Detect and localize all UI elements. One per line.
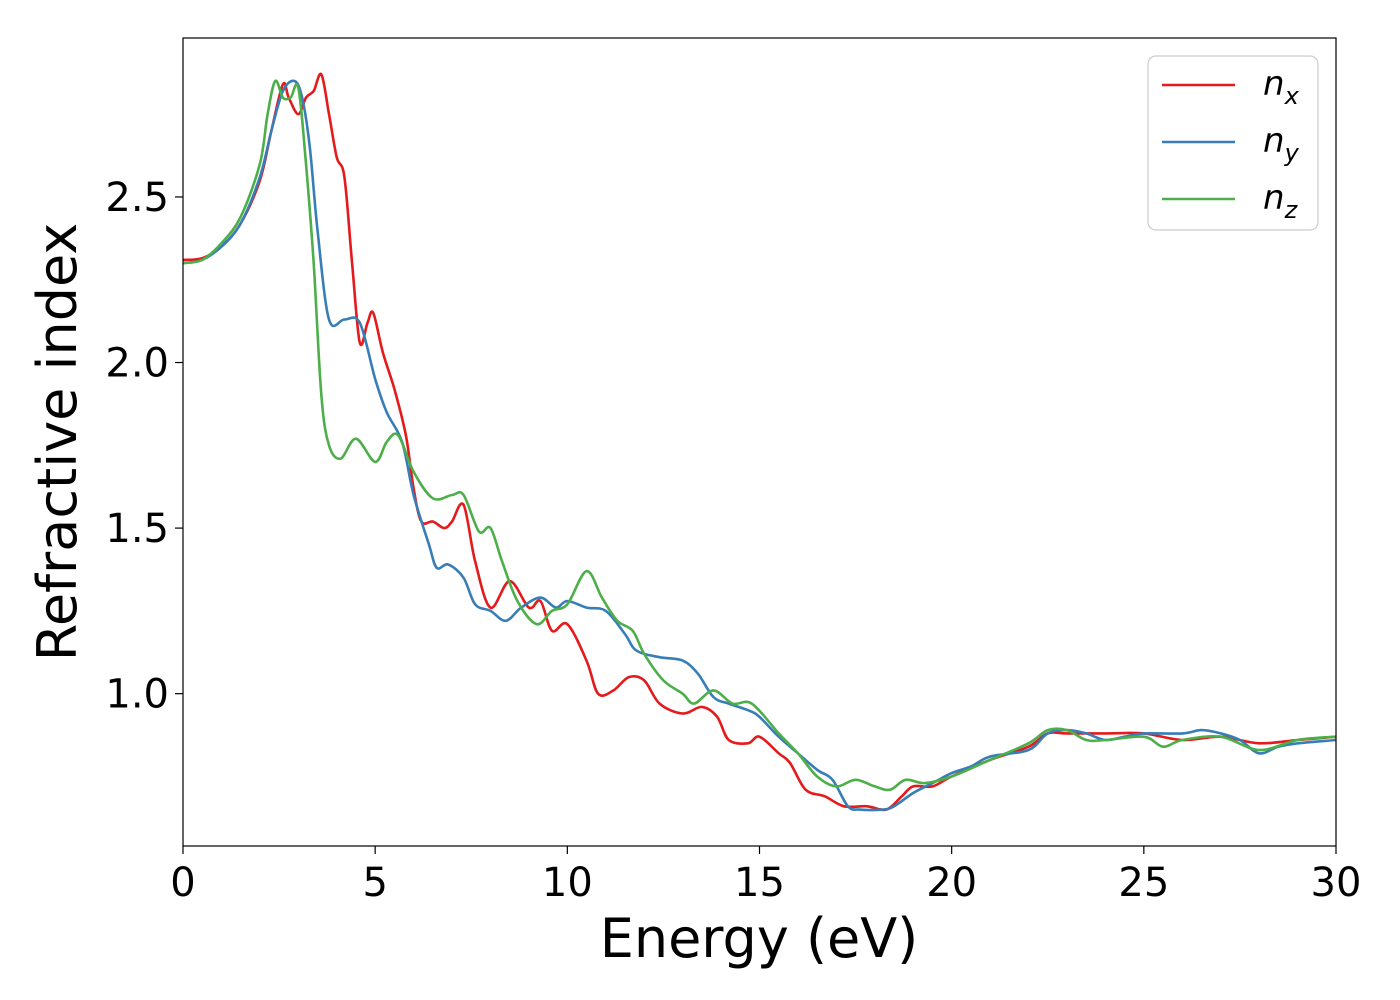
y-axis-ticks: 1.0 1.5 2.0 2.5 — [105, 175, 183, 718]
x-axis-label: Energy (eV) — [600, 907, 919, 970]
legend-label-z: nz — [1263, 178, 1299, 224]
series-line-y — [183, 79, 1336, 812]
y-tick-label: 1.5 — [105, 506, 169, 552]
legend: nx ny nz — [1147, 55, 1319, 231]
x-tick-label: 25 — [1118, 860, 1169, 906]
series-line-x — [183, 72, 1336, 812]
x-tick-label: 30 — [1311, 860, 1362, 906]
series-group — [183, 72, 1336, 812]
x-tick-label: 15 — [734, 860, 785, 906]
y-axis-label: Refractive index — [26, 223, 89, 662]
x-tick-label: 0 — [170, 860, 195, 906]
y-tick-label: 2.5 — [105, 175, 169, 221]
y-tick-label: 2.0 — [105, 341, 169, 387]
series-line-z — [183, 79, 1336, 792]
x-tick-label: 5 — [362, 860, 387, 906]
y-tick-label: 1.0 — [105, 672, 169, 718]
x-tick-label: 10 — [542, 860, 593, 906]
x-axis-ticks: 0 5 10 15 20 25 30 — [170, 846, 1361, 906]
legend-label-x: nx — [1263, 64, 1300, 110]
x-tick-label: 20 — [926, 860, 977, 906]
legend-label-y: ny — [1263, 121, 1300, 167]
